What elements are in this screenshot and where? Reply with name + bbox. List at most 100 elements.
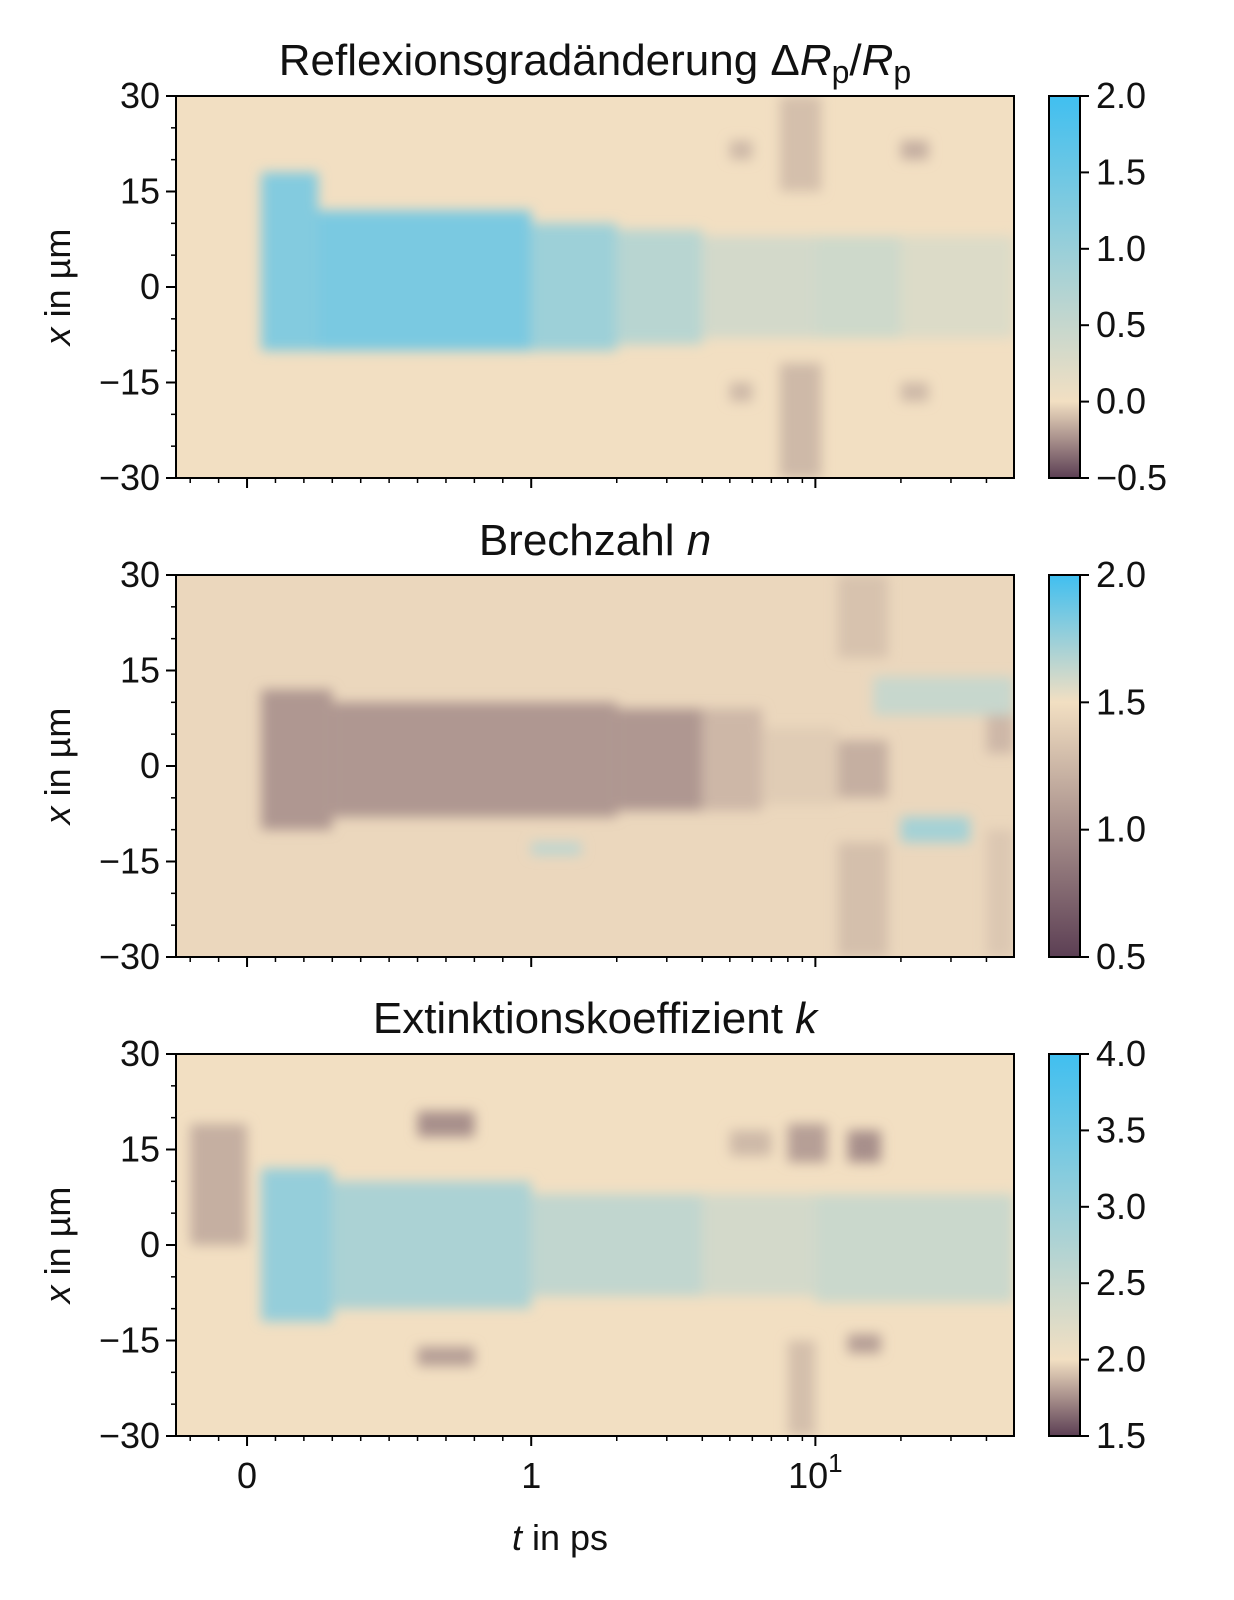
colorbar-tick-label: 2.0 [1096,75,1146,116]
heatmap-cell [873,676,1014,716]
heatmap-cell [762,727,838,805]
heatmap-cell [261,689,333,830]
colorbar-frame [1048,574,1081,958]
colorbar-tick-label: 4.0 [1096,1033,1146,1074]
y-tick-label: 15 [120,171,160,212]
x-tick-label: 0 [237,1455,257,1496]
colorbar-gradient [1049,575,1080,957]
y-tick-label: 0 [140,745,160,786]
heatmap-cell [787,1340,816,1436]
x-axis-ticks [189,957,988,967]
heatmap-cell [815,1194,1014,1303]
colorbar-gradient [1049,96,1080,478]
heatmap-cell [261,172,319,351]
colorbar: 2.0 1.5 1.0 0.5 [1048,554,1146,977]
x-axis-ticks [189,478,988,488]
heatmap-cell [779,96,822,192]
colorbar: 2.0 1.5 1.0 0.5 0.0 −0.5 [1048,75,1167,498]
x-tick-label: 1 [521,1455,541,1496]
heatmap-cell [729,1130,772,1156]
heatmap-cell [900,816,970,843]
heatmap-cell [531,1194,703,1296]
colorbar-tick-label: 1.5 [1096,151,1146,192]
y-tick-label: 15 [120,650,160,691]
y-axis-label: x in µm [37,1187,78,1306]
panel-reflectance: Reflexionsgradänderung ΔRp/Rp 30 15 0 −15 −3… [37,36,1167,498]
panel-title: Reflexionsgradänderung ΔRp/Rp [279,36,911,90]
heatmap-cell [417,1346,475,1366]
colorbar-tick-label: 1.0 [1096,809,1146,850]
heatmap-cell [702,1194,816,1296]
heatmap-cell [531,223,617,351]
y-tick-label: 0 [140,266,160,307]
colorbar-tick-label: 2.0 [1096,554,1146,595]
heatmap-cell [261,1168,333,1322]
y-axis-label: x in µm [37,229,78,348]
colorbar-frame [1048,1053,1081,1437]
panel-title: Extinktionskoeffizient k [373,994,819,1043]
y-tick-label: −30 [99,457,160,498]
colorbar-tick-label: 1.0 [1096,228,1146,269]
heatmap-cell [986,829,1014,957]
y-tick-label: −15 [99,841,160,882]
y-axis-label: x in µm [37,708,78,827]
panel-refractive-index: Brechzahl n 30 15 0 −15 −30 x in µm 2.0 1.5 1.… [37,516,1146,977]
panel-title: Brechzahl n [479,516,711,565]
heatmap-cell [616,708,703,811]
heatmap-cell [900,140,929,160]
y-tick-label: −15 [99,362,160,403]
heatmap-area [176,575,1014,957]
y-tick-label: −30 [99,1415,160,1456]
heatmap-cell [702,708,763,811]
colorbar-tick-label: 0.5 [1096,936,1146,977]
colorbar-tick-label: 0.0 [1096,381,1146,422]
y-tick-label: 30 [120,75,160,116]
colorbar-frame [1048,95,1081,479]
heatmap-cell [815,236,901,338]
heatmap-cell [616,229,703,345]
colorbar-tick-label: 1.5 [1096,681,1146,722]
heatmap-cell [787,1124,828,1163]
y-axis: 30 15 0 −15 −30 [99,75,176,498]
heatmap-cell [837,842,888,957]
heatmap-cell [531,842,582,856]
heatmap-area [176,1054,1014,1436]
x-axis-ticks: 0 1 101 [189,1436,988,1496]
colorbar-tick-label: 3.0 [1096,1186,1146,1227]
heatmap-cell [837,740,888,798]
heatmap-cell [837,575,888,658]
x-axis-label: t in ps [512,1517,608,1558]
heatmap-cell [847,1334,881,1354]
y-axis: 30 15 0 −15 −30 [99,1033,176,1456]
colorbar-tick-label: 2.0 [1096,1339,1146,1380]
y-axis: 30 15 0 −15 −30 [99,554,176,977]
heatmap-cell [779,363,822,478]
heatmap-area [176,96,1014,478]
y-tick-label: 30 [120,1033,160,1074]
heatmap-cell [332,702,617,817]
colorbar-tick-label: 0.5 [1096,304,1146,345]
colorbar-tick-label: 2.5 [1096,1262,1146,1303]
colorbar-gradient [1049,1054,1080,1436]
heatmap-cell [900,382,929,402]
heatmap-cell [847,1130,881,1163]
heatmap-cell [900,236,1014,338]
heatmap-cell [986,715,1014,754]
heatmap-cell [729,140,753,160]
heatmap-cell [190,1124,248,1245]
y-tick-label: −30 [99,936,160,977]
y-tick-label: 30 [120,554,160,595]
colorbar: 4.0 3.5 3.0 2.5 2.0 1.5 [1048,1033,1146,1456]
x-tick-label: 101 [788,1448,843,1496]
panel-extinction: Extinktionskoeffizient k 30 15 0 −15 −30 0 1 1… [37,994,1146,1558]
colorbar-tick-label: 3.5 [1096,1109,1146,1150]
heatmap-cell [702,236,816,338]
colorbar-tick-label: −0.5 [1096,457,1167,498]
heatmap-cell [332,1181,532,1309]
y-tick-label: 0 [140,1224,160,1265]
colorbar-tick-label: 1.5 [1096,1415,1146,1456]
heatmap-cell [729,382,753,402]
heatmap-cell [318,210,532,351]
y-tick-label: −15 [99,1320,160,1361]
